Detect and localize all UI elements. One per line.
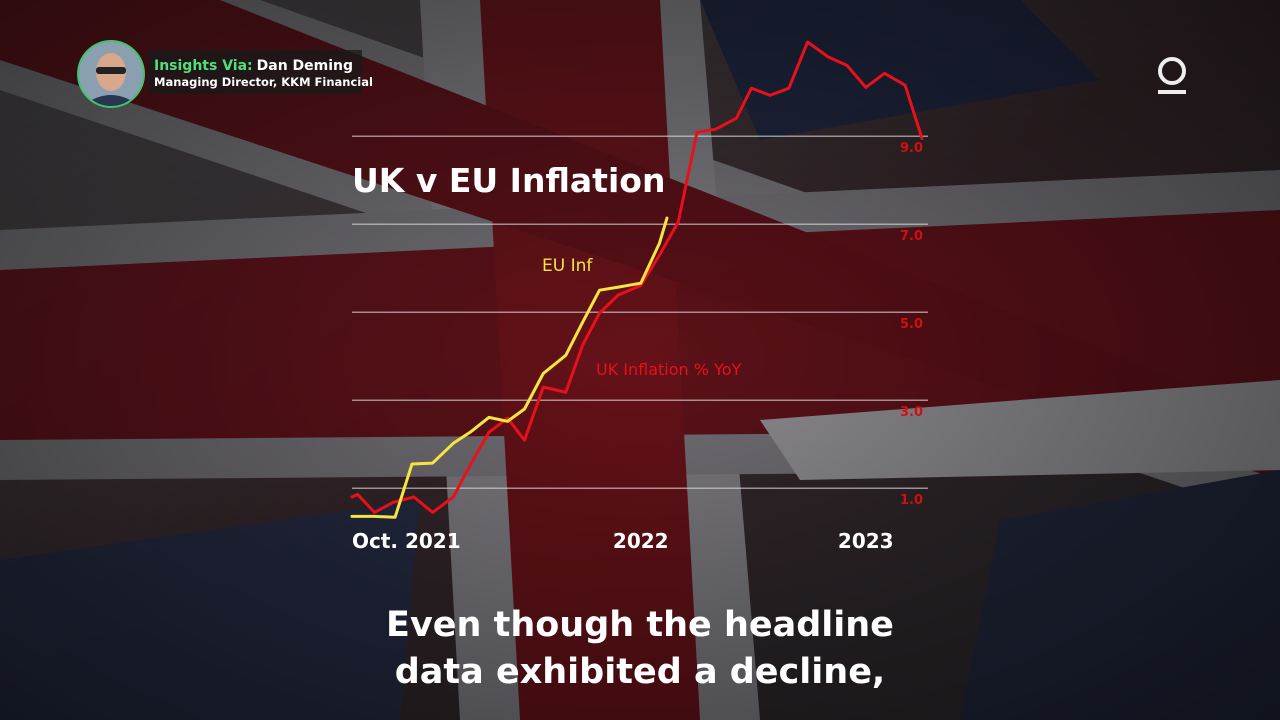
y-tick-label: 1.0: [900, 493, 923, 508]
badge-bg: [148, 50, 362, 94]
caption-line: data exhibited a decline,: [395, 652, 885, 692]
captions: Even though the headline data exhibited …: [386, 605, 894, 692]
presenter-name: Dan Deming: [257, 58, 353, 74]
presenter-prefix: Insights Via:: [154, 58, 253, 74]
presenter-badge: Insights Via: Dan Deming Managing Directo…: [77, 40, 373, 108]
y-tick-label: 3.0: [900, 405, 923, 420]
caption-line: Even though the headline: [386, 605, 894, 645]
y-tick-label: 5.0: [900, 317, 923, 332]
x-tick-label: Oct. 2021: [352, 529, 461, 553]
chart-title: UK v EU Inflation: [352, 161, 665, 200]
y-tick-label: 7.0: [900, 229, 923, 244]
x-tick-label: 2022: [613, 529, 669, 553]
series-line: [350, 40, 924, 514]
presenter-role: Managing Director, KKM Financial: [154, 75, 373, 89]
y-tick-label: 9.0: [900, 141, 923, 156]
chart: UK v EU Inflation 1.0 3.0 5.0 7.0 9.0 Oct. 20…: [350, 40, 928, 553]
presenter-label: Insights Via: Dan Deming: [154, 58, 353, 74]
x-tick-label: 2023: [838, 529, 894, 553]
series-label: UK Inflation % YoY: [596, 360, 741, 379]
logo: [1158, 57, 1186, 94]
series-label: EU Inf: [542, 256, 593, 276]
series-line: [350, 216, 669, 519]
